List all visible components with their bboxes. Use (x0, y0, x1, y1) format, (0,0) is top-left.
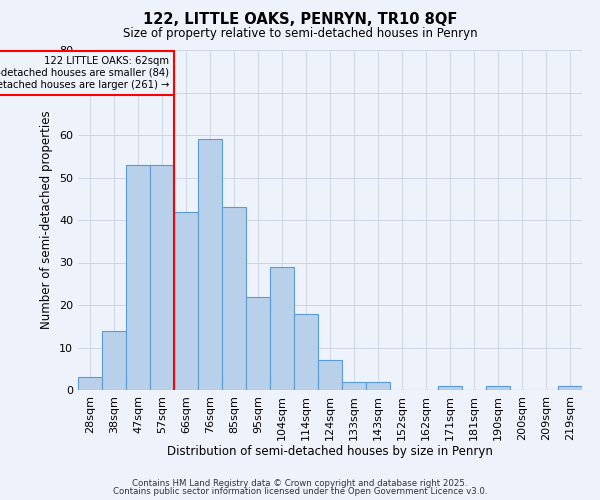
Bar (222, 207, 246, 390)
Bar (438, 386, 462, 390)
Bar (486, 386, 510, 390)
Bar (198, 139, 222, 390)
Bar (294, 314, 318, 390)
Bar (126, 165, 150, 390)
X-axis label: Distribution of semi-detached houses by size in Penryn: Distribution of semi-detached houses by … (167, 446, 493, 458)
Bar (270, 267, 294, 390)
Bar (342, 382, 366, 390)
Text: 122, LITTLE OAKS, PENRYN, TR10 8QF: 122, LITTLE OAKS, PENRYN, TR10 8QF (143, 12, 457, 28)
Bar (558, 386, 582, 390)
Bar (78, 378, 102, 390)
Bar (102, 330, 126, 390)
Y-axis label: Number of semi-detached properties: Number of semi-detached properties (40, 110, 53, 330)
Bar (150, 165, 174, 390)
Bar (174, 212, 198, 390)
Bar (318, 360, 342, 390)
Text: 122 LITTLE OAKS: 62sqm
← 24% of semi-detached houses are smaller (84)
75% of sem: 122 LITTLE OAKS: 62sqm ← 24% of semi-det… (0, 56, 169, 90)
Text: Size of property relative to semi-detached houses in Penryn: Size of property relative to semi-detach… (122, 28, 478, 40)
Bar (366, 382, 390, 390)
Bar (246, 296, 270, 390)
Text: Contains HM Land Registry data © Crown copyright and database right 2025.: Contains HM Land Registry data © Crown c… (132, 478, 468, 488)
Text: Contains public sector information licensed under the Open Government Licence v3: Contains public sector information licen… (113, 487, 487, 496)
